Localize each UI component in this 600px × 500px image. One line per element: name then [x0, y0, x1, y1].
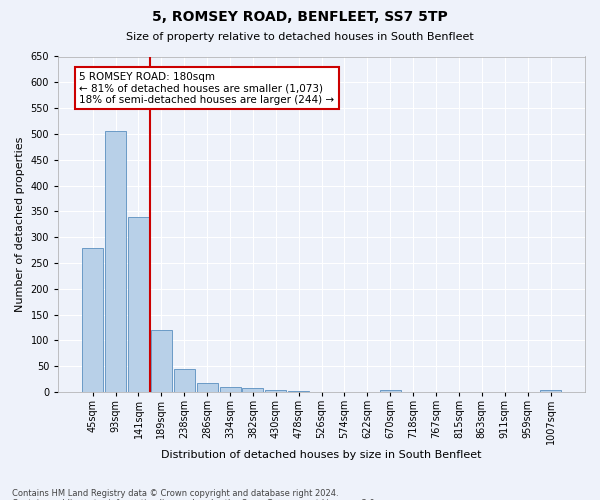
Text: Size of property relative to detached houses in South Benfleet: Size of property relative to detached ho… — [126, 32, 474, 42]
Bar — [288, 390, 309, 392]
Text: Contains HM Land Registry data © Crown copyright and database right 2024.: Contains HM Land Registry data © Crown c… — [12, 488, 338, 498]
Bar — [128, 216, 149, 392]
Bar — [540, 390, 561, 392]
Bar — [105, 132, 126, 392]
Bar — [265, 390, 286, 392]
Bar — [380, 390, 401, 392]
Bar — [82, 248, 103, 392]
Bar — [174, 369, 195, 392]
X-axis label: Distribution of detached houses by size in South Benfleet: Distribution of detached houses by size … — [161, 450, 482, 460]
Bar — [197, 384, 218, 392]
Text: Contains public sector information licensed under the Open Government Licence v3: Contains public sector information licen… — [12, 498, 377, 500]
Bar — [151, 330, 172, 392]
Text: 5, ROMSEY ROAD, BENFLEET, SS7 5TP: 5, ROMSEY ROAD, BENFLEET, SS7 5TP — [152, 10, 448, 24]
Y-axis label: Number of detached properties: Number of detached properties — [15, 136, 25, 312]
Bar — [242, 388, 263, 392]
Text: 5 ROMSEY ROAD: 180sqm
← 81% of detached houses are smaller (1,073)
18% of semi-d: 5 ROMSEY ROAD: 180sqm ← 81% of detached … — [79, 72, 334, 105]
Bar — [220, 387, 241, 392]
